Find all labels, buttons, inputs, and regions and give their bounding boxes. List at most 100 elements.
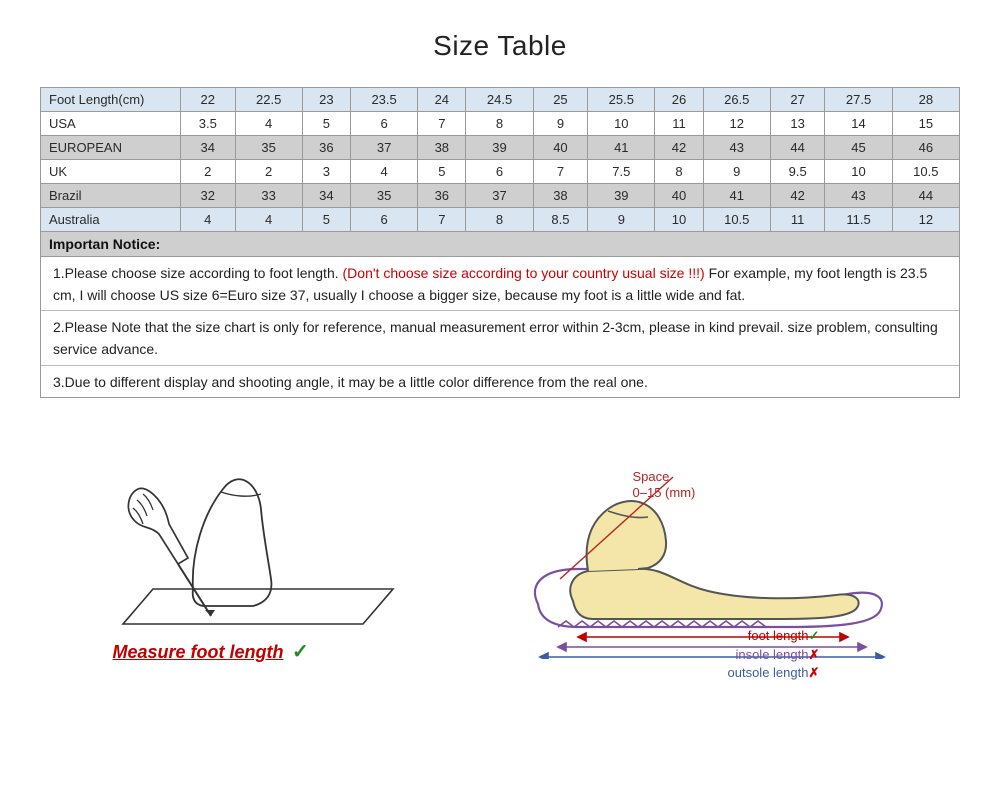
size-cell: 32 xyxy=(181,184,236,208)
row-label: UK xyxy=(41,160,181,184)
row-label: EUROPEAN xyxy=(41,136,181,160)
table-row: Foot Length(cm)2222.52323.52424.52525.52… xyxy=(41,88,960,112)
size-cell: 39 xyxy=(466,136,533,160)
page-title: Size Table xyxy=(40,30,960,62)
size-cell: 35 xyxy=(350,184,417,208)
measure-foot-label: Measure foot length xyxy=(113,642,284,662)
size-cell: 36 xyxy=(418,184,466,208)
size-cell: 44 xyxy=(770,136,825,160)
size-table: Foot Length(cm)2222.52323.52424.52525.52… xyxy=(40,87,960,232)
size-cell: 7 xyxy=(418,208,466,232)
size-cell: 37 xyxy=(466,184,533,208)
size-cell: 23 xyxy=(302,88,350,112)
row-label: USA xyxy=(41,112,181,136)
size-cell: 33 xyxy=(235,184,302,208)
size-cell: 10 xyxy=(655,208,703,232)
size-cell: 8.5 xyxy=(533,208,588,232)
notice-item: 3.Due to different display and shooting … xyxy=(41,365,959,398)
size-cell: 9.5 xyxy=(770,160,825,184)
size-cell: 15 xyxy=(892,112,959,136)
row-label: Brazil xyxy=(41,184,181,208)
size-cell: 25 xyxy=(533,88,588,112)
foot-measure-svg xyxy=(93,434,423,644)
size-cell: 10.5 xyxy=(703,208,770,232)
size-cell: 8 xyxy=(655,160,703,184)
size-cell: 13 xyxy=(770,112,825,136)
size-cell: 7 xyxy=(418,112,466,136)
size-cell: 8 xyxy=(466,112,533,136)
size-cell: 11 xyxy=(655,112,703,136)
notice-item: 1.Please choose size according to foot l… xyxy=(41,257,959,310)
cross-icon: ✗ xyxy=(808,665,819,680)
size-cell: 10 xyxy=(825,160,892,184)
size-cell: 26.5 xyxy=(703,88,770,112)
size-cell: 9 xyxy=(703,160,770,184)
size-cell: 43 xyxy=(703,136,770,160)
size-cell: 38 xyxy=(533,184,588,208)
size-cell: 7 xyxy=(533,160,588,184)
size-cell: 27 xyxy=(770,88,825,112)
measure-foot-diagram: Measure foot length ✓ xyxy=(93,434,423,664)
size-cell: 11 xyxy=(770,208,825,232)
size-cell: 10.5 xyxy=(892,160,959,184)
diagrams-row: Measure foot length ✓ Space 0–15 (mm) xyxy=(40,434,960,664)
notice-section: Importan Notice: 1.Please choose size ac… xyxy=(40,232,960,398)
notice-item: 2.Please Note that the size chart is onl… xyxy=(41,310,959,364)
size-cell: 4 xyxy=(350,160,417,184)
space-label: Space 0–15 (mm) xyxy=(633,469,696,500)
size-cell: 41 xyxy=(703,184,770,208)
size-cell: 42 xyxy=(655,136,703,160)
table-row: Brazil32333435363738394041424344 xyxy=(41,184,960,208)
row-label: Australia xyxy=(41,208,181,232)
check-icon: ✓ xyxy=(292,641,309,663)
notice-heading: Importan Notice: xyxy=(41,232,959,257)
size-cell: 2 xyxy=(181,160,236,184)
table-row: USA3.5456789101112131415 xyxy=(41,112,960,136)
cross-icon: ✗ xyxy=(808,647,819,662)
size-cell: 4 xyxy=(235,208,302,232)
size-cell: 46 xyxy=(892,136,959,160)
size-cell: 25.5 xyxy=(588,88,655,112)
table-row: EUROPEAN34353637383940414243444546 xyxy=(41,136,960,160)
size-cell: 34 xyxy=(181,136,236,160)
size-cell: 45 xyxy=(825,136,892,160)
size-cell: 4 xyxy=(181,208,236,232)
size-cell: 2 xyxy=(235,160,302,184)
size-cell: 3.5 xyxy=(181,112,236,136)
size-cell: 7.5 xyxy=(588,160,655,184)
length-labels: foot length✓ insole length✗ outsole leng… xyxy=(728,627,820,682)
size-cell: 12 xyxy=(703,112,770,136)
row-label: Foot Length(cm) xyxy=(41,88,181,112)
size-cell: 26 xyxy=(655,88,703,112)
size-cell: 14 xyxy=(825,112,892,136)
shoe-fit-diagram: Space 0–15 (mm) xyxy=(488,469,908,664)
size-cell: 39 xyxy=(588,184,655,208)
size-cell: 3 xyxy=(302,160,350,184)
size-cell: 23.5 xyxy=(350,88,417,112)
size-cell: 28 xyxy=(892,88,959,112)
size-cell: 24.5 xyxy=(466,88,533,112)
size-cell: 10 xyxy=(588,112,655,136)
size-cell: 5 xyxy=(418,160,466,184)
size-cell: 9 xyxy=(533,112,588,136)
size-cell: 6 xyxy=(466,160,533,184)
size-cell: 37 xyxy=(350,136,417,160)
size-cell: 5 xyxy=(302,112,350,136)
size-cell: 4 xyxy=(235,112,302,136)
size-cell: 40 xyxy=(533,136,588,160)
size-cell: 6 xyxy=(350,112,417,136)
size-cell: 11.5 xyxy=(825,208,892,232)
size-cell: 24 xyxy=(418,88,466,112)
size-cell: 27.5 xyxy=(825,88,892,112)
size-cell: 38 xyxy=(418,136,466,160)
size-cell: 42 xyxy=(770,184,825,208)
size-cell: 44 xyxy=(892,184,959,208)
size-cell: 22.5 xyxy=(235,88,302,112)
table-row: Australia4456788.591010.51111.512 xyxy=(41,208,960,232)
size-cell: 34 xyxy=(302,184,350,208)
size-cell: 9 xyxy=(588,208,655,232)
size-cell: 22 xyxy=(181,88,236,112)
table-row: UK22345677.5899.51010.5 xyxy=(41,160,960,184)
size-cell: 5 xyxy=(302,208,350,232)
size-cell: 43 xyxy=(825,184,892,208)
